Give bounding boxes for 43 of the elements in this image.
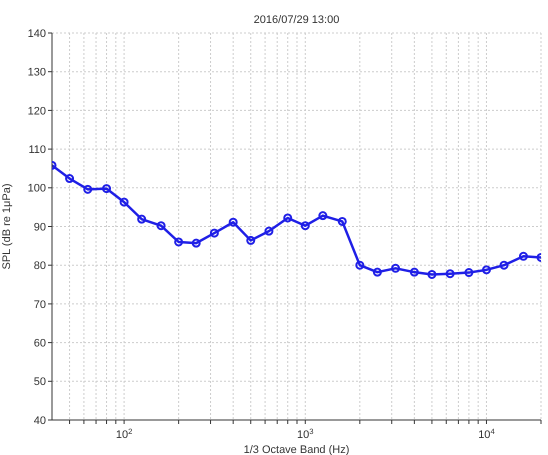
- point: [246, 236, 256, 245]
- point: [338, 216, 347, 226]
- point: [283, 213, 292, 222]
- y-tick-label: 90: [34, 221, 46, 234]
- point: [482, 265, 491, 274]
- y-tick-label: 100: [28, 182, 46, 195]
- point: [318, 211, 328, 220]
- point: [391, 264, 400, 273]
- y-tick-label: 120: [28, 105, 46, 118]
- point: [427, 270, 436, 279]
- x-axis-title: 1/3 Octave Band (Hz): [244, 444, 350, 455]
- point: [372, 268, 382, 277]
- point: [65, 174, 74, 184]
- point: [120, 198, 129, 207]
- chart-title: 2016/07/29 13:00: [252, 14, 340, 26]
- x-tick-label: 10$^{4}$: [478, 426, 496, 441]
- x-tick-label: 10$^{2}$: [116, 426, 132, 441]
- y-tick-label: 130: [28, 66, 46, 79]
- point: [355, 260, 364, 270]
- point: [156, 221, 166, 230]
- point: [192, 238, 201, 248]
- y-tick-label: 140: [28, 28, 46, 40]
- point: [102, 184, 112, 194]
- point: [174, 237, 184, 246]
- y-tick-label: 110: [28, 144, 46, 156]
- point: [410, 268, 419, 277]
- point: [500, 260, 509, 270]
- point: [446, 269, 455, 278]
- point: [210, 228, 219, 238]
- x-tick-label: 10$^{3}$: [297, 426, 314, 441]
- point: [228, 218, 238, 227]
- point: [464, 268, 474, 278]
- y-tick-label: 50: [34, 376, 46, 388]
- point: [137, 214, 146, 224]
- point: [264, 226, 274, 236]
- y-tick-label: 60: [34, 338, 46, 350]
- point: [300, 221, 310, 230]
- y-tick-label: 70: [34, 298, 46, 311]
- y-tick-label: 80: [34, 260, 46, 272]
- y-tick-label: 40: [34, 414, 46, 427]
- y-axis-title: SPL (dB re 1μPa): [0, 183, 13, 270]
- point: [83, 184, 92, 194]
- point: [518, 252, 528, 261]
